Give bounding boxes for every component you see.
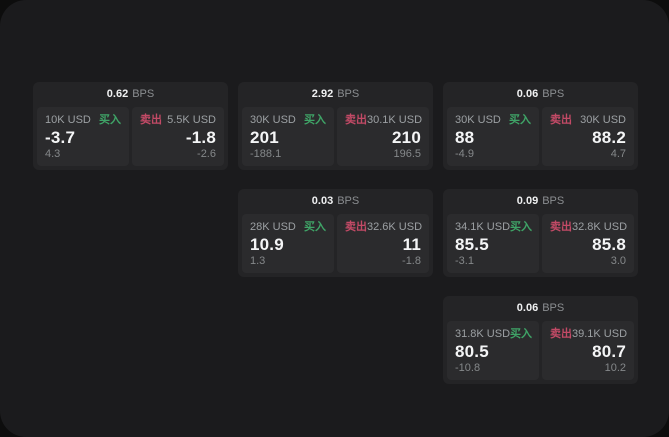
card-body: 30K USD 买入 201 -188.1 卖出 30.1K USD 210 1… (238, 107, 433, 170)
bps-unit-label: BPS (337, 195, 360, 207)
quote-card: 2.92 BPS 30K USD 买入 201 -188.1 卖出 30.1K … (238, 82, 433, 170)
buy-pane[interactable]: 28K USD 买入 10.9 1.3 (242, 214, 334, 273)
quote-cards-grid: 0.62 BPS 10K USD 买入 -3.7 4.3 卖出 5.5K USD (33, 82, 638, 384)
quote-card: 0.06 BPS 31.8K USD 买入 80.5 -10.8 卖出 39.1… (443, 296, 638, 384)
buy-size-label: 31.8K USD (455, 328, 511, 340)
bps-unit-label: BPS (542, 88, 565, 100)
sell-size-label: 32.6K USD (367, 221, 423, 233)
quote-card: 0.03 BPS 28K USD 买入 10.9 1.3 卖出 32.6K US… (238, 189, 433, 277)
card-body: 28K USD 买入 10.9 1.3 卖出 32.6K USD 11 -1.8 (238, 214, 433, 277)
sell-size-label: 32.8K USD (572, 221, 628, 233)
sell-change-value: 10.2 (604, 362, 626, 374)
buy-change-value: -10.8 (455, 362, 481, 374)
sell-price-value: 11 (402, 234, 421, 254)
card-body: 31.8K USD 买入 80.5 -10.8 卖出 39.1K USD 80.… (443, 321, 638, 384)
buy-change-value: 4.3 (45, 148, 61, 160)
sell-change-value: 4.7 (610, 148, 626, 160)
buy-price-value: 201 (250, 127, 279, 147)
buy-action-label: 买入 (304, 221, 326, 233)
sell-pane[interactable]: 卖出 39.1K USD 80.7 10.2 (542, 321, 634, 380)
bps-value: 0.62 (106, 88, 129, 100)
bps-value: 0.06 (516, 88, 539, 100)
buy-price-value: 80.5 (455, 341, 489, 361)
sell-change-value: 196.5 (393, 148, 421, 160)
sell-action-label: 卖出 (345, 114, 367, 126)
sell-action-label: 卖出 (550, 114, 572, 126)
card-body: 34.1K USD 买入 85.5 -3.1 卖出 32.8K USD 85.8… (443, 214, 638, 277)
card-header: 0.06 BPS (443, 82, 638, 107)
sell-price-value: -1.8 (185, 127, 216, 147)
card-header: 0.62 BPS (33, 82, 228, 107)
card-header: 0.06 BPS (443, 296, 638, 321)
buy-size-label: 30K USD (250, 114, 296, 126)
sell-change-value: 3.0 (610, 255, 626, 267)
sell-pane[interactable]: 卖出 32.8K USD 85.8 3.0 (542, 214, 634, 273)
buy-size-label: 10K USD (45, 114, 91, 126)
buy-price-value: 85.5 (455, 234, 489, 254)
buy-pane[interactable]: 30K USD 买入 201 -188.1 (242, 107, 334, 166)
sell-pane[interactable]: 卖出 32.6K USD 11 -1.8 (337, 214, 429, 273)
bps-value: 2.92 (311, 88, 334, 100)
bps-unit-label: BPS (542, 302, 565, 314)
sell-pane[interactable]: 卖出 30K USD 88.2 4.7 (542, 107, 634, 166)
sell-price-value: 88.2 (592, 127, 626, 147)
buy-action-label: 买入 (99, 114, 121, 126)
sell-change-value: -1.8 (402, 255, 421, 267)
sell-price-value: 85.8 (592, 234, 626, 254)
sell-size-label: 30K USD (580, 114, 626, 126)
buy-change-value: 1.3 (250, 255, 266, 267)
sell-price-value: 210 (392, 127, 421, 147)
buy-price-value: -3.7 (45, 127, 76, 147)
buy-action-label: 买入 (509, 114, 531, 126)
sell-price-value: 80.7 (592, 341, 626, 361)
card-body: 10K USD 买入 -3.7 4.3 卖出 5.5K USD -1.8 -2.… (33, 107, 228, 170)
sell-action-label: 卖出 (140, 114, 162, 126)
quote-card: 0.62 BPS 10K USD 买入 -3.7 4.3 卖出 5.5K USD (33, 82, 228, 170)
bps-value: 0.06 (516, 302, 539, 314)
sell-pane[interactable]: 卖出 5.5K USD -1.8 -2.6 (132, 107, 224, 166)
bps-value: 0.09 (516, 195, 539, 207)
sell-pane[interactable]: 卖出 30.1K USD 210 196.5 (337, 107, 429, 166)
buy-pane[interactable]: 31.8K USD 买入 80.5 -10.8 (447, 321, 539, 380)
buy-size-label: 28K USD (250, 221, 296, 233)
sell-action-label: 卖出 (550, 328, 572, 340)
quote-card: 0.09 BPS 34.1K USD 买入 85.5 -3.1 卖出 32.8K… (443, 189, 638, 277)
buy-price-value: 88 (455, 127, 475, 147)
sell-action-label: 卖出 (345, 221, 367, 233)
sell-size-label: 30.1K USD (367, 114, 423, 126)
bps-unit-label: BPS (542, 195, 565, 207)
buy-action-label: 买入 (304, 114, 326, 126)
bps-unit-label: BPS (132, 88, 155, 100)
sell-size-label: 5.5K USD (167, 114, 216, 126)
sell-size-label: 39.1K USD (572, 328, 628, 340)
card-header: 0.03 BPS (238, 189, 433, 214)
buy-pane[interactable]: 10K USD 买入 -3.7 4.3 (37, 107, 129, 166)
quote-card: 0.06 BPS 30K USD 买入 88 -4.9 卖出 30K USD (443, 82, 638, 170)
buy-change-value: -3.1 (455, 255, 474, 267)
buy-size-label: 30K USD (455, 114, 501, 126)
card-body: 30K USD 买入 88 -4.9 卖出 30K USD 88.2 4.7 (443, 107, 638, 170)
card-header: 2.92 BPS (238, 82, 433, 107)
buy-price-value: 10.9 (250, 234, 284, 254)
buy-change-value: -4.9 (455, 148, 474, 160)
buy-change-value: -188.1 (250, 148, 282, 160)
card-header: 0.09 BPS (443, 189, 638, 214)
buy-pane[interactable]: 30K USD 买入 88 -4.9 (447, 107, 539, 166)
bps-unit-label: BPS (337, 88, 360, 100)
sell-change-value: -2.6 (197, 148, 216, 160)
buy-pane[interactable]: 34.1K USD 买入 85.5 -3.1 (447, 214, 539, 273)
buy-action-label: 买入 (510, 221, 533, 233)
bps-value: 0.03 (311, 195, 334, 207)
buy-action-label: 买入 (510, 328, 533, 340)
buy-size-label: 34.1K USD (455, 221, 511, 233)
sell-action-label: 卖出 (550, 221, 572, 233)
